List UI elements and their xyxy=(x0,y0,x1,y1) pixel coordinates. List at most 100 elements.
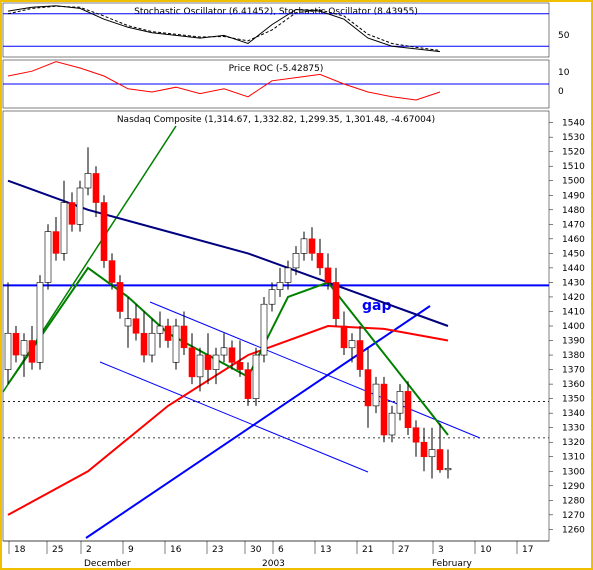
candle-body xyxy=(340,325,348,349)
price-tick-label: 1530 xyxy=(562,133,585,143)
candle-body xyxy=(388,412,396,436)
candle-body xyxy=(348,340,356,349)
roc-title: Price ROC (-5.42875) xyxy=(229,64,324,74)
candle-body xyxy=(404,391,412,428)
stochastic-tick-50: 50 xyxy=(558,31,570,41)
candle-body xyxy=(148,332,156,356)
candle-body xyxy=(60,202,68,254)
channel-lower-line xyxy=(99,361,369,473)
candle-body xyxy=(308,238,316,254)
candle-body xyxy=(276,282,284,290)
candle-body xyxy=(428,449,436,458)
price-tick-label: 1270 xyxy=(562,511,585,521)
candle-body xyxy=(260,303,268,356)
stochastic-panel: Stochastic Oscillator (6.41452), Stochas… xyxy=(2,2,570,58)
ma-mid-line xyxy=(7,324,449,516)
x-axis: 18 25 2 9 16 23 30 6 13 21 27 3 10 17 December 2003 Febr… xyxy=(3,540,549,569)
candle-body xyxy=(436,449,444,471)
candle-body xyxy=(188,347,196,378)
x-day-label: 10 xyxy=(480,545,492,555)
roc-tick-0: 0 xyxy=(558,87,564,97)
candle-body xyxy=(244,369,252,399)
price-tick-label: 1350 xyxy=(562,395,585,405)
price-tick-label: 1420 xyxy=(562,293,585,303)
candle-body xyxy=(220,347,228,356)
price-tick-label: 1450 xyxy=(562,249,585,259)
candle-body xyxy=(108,260,116,283)
price-tick-label: 1340 xyxy=(562,409,585,419)
candle-body xyxy=(100,202,108,261)
candle-body xyxy=(76,187,84,225)
candle-body xyxy=(180,325,188,349)
candle-body xyxy=(268,289,276,305)
x-day-label: 27 xyxy=(398,545,409,555)
price-tick-label: 1380 xyxy=(562,351,585,361)
price-tick-label: 1360 xyxy=(562,380,585,390)
uptrend-line xyxy=(85,305,431,539)
stochastic-d-line xyxy=(7,5,441,51)
x-day-label: 3 xyxy=(438,545,444,555)
candle-body xyxy=(252,354,260,399)
x-day-label: 21 xyxy=(362,545,373,555)
x-day-label: 9 xyxy=(128,545,134,555)
stochastic-k-line xyxy=(7,5,441,53)
candle-body xyxy=(68,202,76,225)
stochastic-lines xyxy=(3,5,549,53)
roc-tick-10: 10 xyxy=(558,68,570,78)
channel-upper-line xyxy=(149,301,481,439)
price-tick-label: 1510 xyxy=(562,162,585,172)
candle-body xyxy=(292,253,300,269)
price-tick-label: 1500 xyxy=(562,177,585,187)
price-tick-label: 1390 xyxy=(562,337,585,347)
price-title: Nasdaq Composite (1,314.67, 1,332.82, 1,… xyxy=(117,115,435,125)
candle-body xyxy=(236,362,244,370)
candle-body xyxy=(196,354,204,378)
candle-body xyxy=(28,340,36,363)
x-month-label: 2003 xyxy=(262,559,285,569)
candle-body xyxy=(380,383,388,436)
x-day-label: 18 xyxy=(14,545,26,555)
candle-body xyxy=(228,347,236,363)
price-tick-label: 1260 xyxy=(562,525,585,535)
price-tick-label: 1280 xyxy=(562,496,585,506)
candle-body xyxy=(372,383,380,407)
price-tick-label: 1540 xyxy=(562,119,585,129)
price-tick-label: 1470 xyxy=(562,220,585,230)
ma-short-line xyxy=(7,266,449,436)
x-day-label: 25 xyxy=(52,545,63,555)
x-day-label: 17 xyxy=(522,545,533,555)
price-tick-label: 1440 xyxy=(562,264,585,274)
candle-body xyxy=(332,282,340,320)
price-tick-label: 1310 xyxy=(562,453,585,463)
x-day-label: 13 xyxy=(320,545,331,555)
price-tick-label: 1460 xyxy=(562,235,585,245)
candle-body xyxy=(164,325,172,341)
price-tick-label: 1290 xyxy=(562,482,585,492)
x-month-label: December xyxy=(84,559,131,569)
candle-body xyxy=(4,332,12,370)
candle-body xyxy=(356,340,364,370)
x-month-label: February xyxy=(432,559,473,569)
candle-body xyxy=(420,441,428,458)
candle-body xyxy=(324,267,332,283)
candle-body xyxy=(84,173,92,189)
candle-body xyxy=(12,332,20,356)
candle-body xyxy=(124,318,132,327)
price-tick-label: 1410 xyxy=(562,307,585,317)
price-axis-ticks: 1540 1530 1520 1510 1500 1490 1480 1470 1460 1450… xyxy=(549,119,585,535)
candle-body xyxy=(156,325,164,334)
price-tick-label: 1480 xyxy=(562,206,585,216)
candle-body xyxy=(396,391,404,414)
candle-body xyxy=(300,238,308,254)
candle-body xyxy=(412,427,420,443)
x-day-label: 30 xyxy=(250,545,262,555)
price-tick-label: 1400 xyxy=(562,322,585,332)
candle-body xyxy=(116,282,124,312)
price-tick-label: 1300 xyxy=(562,467,585,477)
candle-body xyxy=(36,282,44,363)
candle-body xyxy=(52,231,60,254)
candle-body xyxy=(316,253,324,269)
candle-body xyxy=(444,468,452,471)
price-tick-label: 1430 xyxy=(562,278,585,288)
